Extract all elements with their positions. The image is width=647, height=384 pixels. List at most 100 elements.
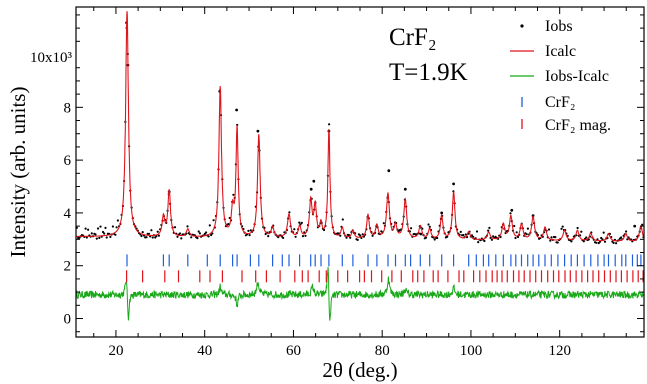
obs-point (247, 229, 250, 232)
obs-point (339, 234, 342, 237)
obs-point (492, 235, 495, 238)
obs-point (526, 227, 530, 230)
legend-crf2-mag-label: CrF₂ mag. (545, 117, 611, 134)
ticks-layer: 20 40 60 80 100 120 0 2 4 6 8 (64, 7, 644, 359)
difference-curve (76, 267, 644, 321)
obs-point (603, 240, 607, 243)
obs-point (459, 230, 462, 233)
obs-point (576, 226, 579, 230)
x-axis-title: 2θ (deg.) (322, 358, 397, 382)
obs-outlier-point (312, 179, 316, 183)
legend-icalc-label: Icalc (545, 43, 576, 60)
y-tick-label: 4 (64, 206, 72, 222)
obs-point (514, 236, 517, 240)
x-tick-label: 80 (375, 343, 390, 359)
obs-point (210, 233, 213, 237)
obs-point (483, 239, 486, 243)
obs-point (109, 235, 112, 238)
obs-point (490, 238, 493, 241)
obs-point (111, 225, 114, 228)
obs-outlier-point (235, 108, 239, 112)
obs-point (94, 233, 97, 236)
obs-point (446, 235, 449, 238)
obs-point (150, 229, 153, 232)
obs-point (288, 211, 291, 214)
obs-point (228, 216, 231, 220)
obs-outlier-point (403, 187, 407, 191)
obs-point (176, 235, 179, 238)
obs-point (525, 233, 528, 236)
obs-point (641, 223, 644, 226)
obs-outlier-point (633, 224, 637, 228)
obs-point (328, 123, 331, 126)
obs-point (560, 227, 563, 230)
obs-point (294, 235, 297, 238)
legend-diff-label: Iobs-Icalc (545, 68, 609, 85)
data-layer (76, 11, 644, 321)
annotation-compound: CrF₂ (389, 24, 437, 51)
obs-point (600, 236, 603, 240)
obs-point (477, 241, 480, 244)
obs-point (180, 237, 183, 240)
obs-point (554, 236, 557, 239)
bragg-ticks-crf2 (126, 254, 642, 267)
obs-point (95, 237, 98, 240)
obs-outlier-point (510, 208, 514, 212)
obs-point (561, 225, 564, 228)
obs-point (147, 232, 151, 235)
obs-point (140, 234, 143, 238)
obs-point (84, 227, 87, 230)
obs-point (227, 223, 230, 226)
obs-point (509, 212, 512, 215)
obs-point (513, 224, 516, 228)
obs-outlier-point (256, 129, 260, 133)
obs-point (428, 225, 431, 228)
obs-point (232, 193, 235, 196)
obs-point (556, 241, 559, 244)
obs-point (208, 224, 211, 227)
obs-point (156, 230, 159, 233)
obs-point (157, 234, 160, 237)
x-tick-label: 100 (460, 343, 483, 359)
legend-iobs-label: Iobs (545, 18, 573, 35)
obs-point (298, 221, 301, 224)
obs-point (410, 227, 413, 230)
obs-point (361, 233, 364, 236)
bragg-ticks-magnetic (125, 270, 644, 283)
obs-point (151, 236, 154, 239)
obs-point (585, 236, 588, 239)
annotation-temperature: T=1.9K (389, 59, 468, 86)
obs-point (582, 240, 585, 243)
x-tick-label: 20 (108, 343, 123, 359)
legend-crf2-label: CrF₂ (545, 94, 575, 111)
obs-point (267, 235, 270, 238)
obs-point (248, 234, 251, 237)
obs-point (103, 232, 106, 235)
obs-point (282, 236, 285, 239)
y-tick-label: 0 (64, 312, 72, 328)
obs-outlier-point (440, 211, 444, 215)
obs-point (90, 232, 93, 235)
obs-point (196, 237, 199, 240)
obs-point (300, 221, 303, 224)
obs-point (98, 236, 101, 239)
obs-point (516, 235, 520, 239)
obs-point (141, 231, 144, 234)
obs-point (186, 225, 189, 228)
x-tick-label: 120 (548, 343, 571, 359)
obs-point (304, 234, 307, 237)
obs-point (99, 225, 102, 228)
obs-point (301, 235, 305, 238)
obs-point (173, 226, 177, 229)
obs-point (595, 241, 598, 244)
obs-point (356, 238, 359, 241)
obs-outlier-point (387, 169, 391, 173)
obs-point (115, 226, 118, 229)
legend-iobs-marker (520, 24, 524, 28)
obs-point (178, 232, 182, 235)
obs-point (116, 219, 119, 222)
obs-point (487, 229, 490, 232)
obs-point (433, 238, 436, 241)
obs-point (105, 236, 108, 239)
